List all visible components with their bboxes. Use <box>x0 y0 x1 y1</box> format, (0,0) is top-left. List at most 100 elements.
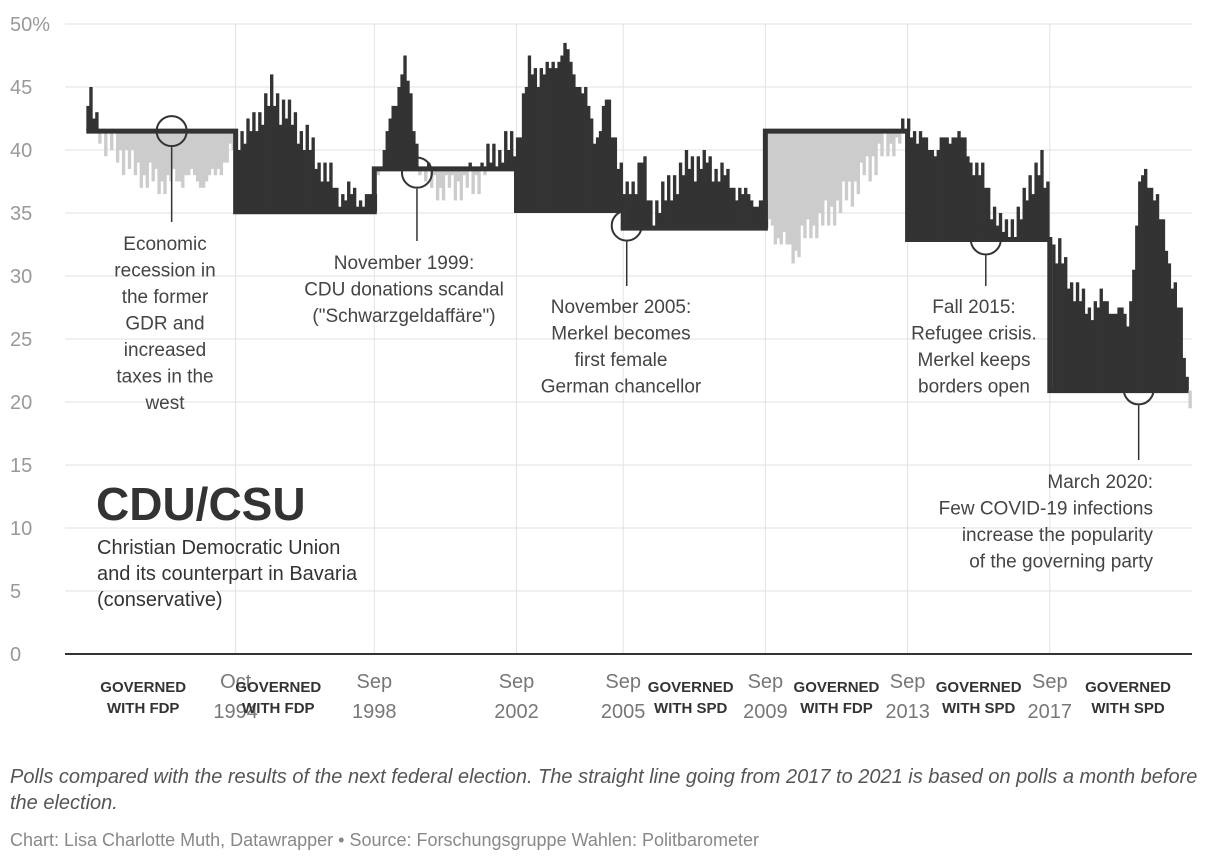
poll-bar <box>992 206 997 240</box>
poll-bar <box>347 181 351 212</box>
poll-bar <box>551 61 555 211</box>
poll-bar <box>175 131 179 182</box>
poll-bar <box>438 168 443 188</box>
poll-bar <box>702 150 706 229</box>
x-tick-label: Sep <box>1032 671 1068 693</box>
y-tick-label: 10 <box>10 518 32 540</box>
poll-bar <box>880 131 884 157</box>
poll-bar <box>533 68 538 211</box>
poll-bar <box>575 87 579 211</box>
poll-bar <box>744 187 748 229</box>
poll-bar <box>921 137 926 240</box>
poll-bar <box>400 74 404 169</box>
annotation-text: Economic <box>123 234 206 255</box>
poll-bar <box>735 200 739 229</box>
poll-bar <box>607 99 612 211</box>
poll-bar <box>222 131 226 163</box>
poll-bar <box>853 131 858 182</box>
y-tick-label: 20 <box>10 392 32 414</box>
poll-bar <box>145 131 149 188</box>
poll-bar <box>501 162 505 169</box>
poll-bar <box>308 150 312 212</box>
poll-bar <box>1052 244 1056 391</box>
government-label: WITH SPD <box>1091 700 1164 717</box>
annotation-text: borders open <box>918 377 1030 398</box>
poll-bar <box>877 131 881 144</box>
poll-bar <box>296 143 301 212</box>
poll-bar <box>127 131 132 169</box>
poll-bar <box>237 150 241 212</box>
poll-bar <box>625 181 629 229</box>
poll-bar <box>912 131 917 240</box>
poll-bar <box>284 118 289 212</box>
poll-bar <box>376 168 381 176</box>
poll-bar <box>219 131 224 176</box>
chart-footnote: Polls compared with the results of the n… <box>10 766 1198 814</box>
poll-bar <box>204 131 209 182</box>
annotation-text: taxes in the <box>116 367 213 388</box>
poll-bar <box>966 156 970 240</box>
poll-bar <box>1084 313 1089 391</box>
x-tick-label: 2002 <box>494 701 539 723</box>
poll-bar <box>518 137 523 211</box>
poll-bar <box>984 187 988 240</box>
poll-bar <box>616 168 621 211</box>
poll-bar <box>435 168 440 201</box>
poll-bar <box>447 168 452 188</box>
poll-bar <box>598 131 603 211</box>
poll-bar <box>972 175 976 240</box>
poll-bar <box>1120 307 1124 391</box>
poll-bar <box>690 156 695 229</box>
poll-bar <box>118 131 123 150</box>
poll-bar <box>424 168 428 182</box>
poll-bar <box>664 200 668 229</box>
poll-bar <box>130 131 135 150</box>
poll-bar <box>465 168 469 188</box>
poll-bar <box>832 131 837 226</box>
poll-bar <box>344 200 348 212</box>
poll-bar <box>418 168 422 176</box>
poll-bar <box>800 131 804 226</box>
poll-bar <box>619 162 623 211</box>
government-label: GOVERNED <box>648 679 734 696</box>
poll-bar <box>142 131 146 176</box>
poll-bar <box>669 200 674 229</box>
poll-bar <box>1102 301 1106 391</box>
poll-bar <box>341 194 345 212</box>
poll-bar <box>483 168 487 176</box>
poll-bar <box>631 181 635 229</box>
poll-bar <box>939 137 943 240</box>
poll-bar <box>1132 269 1136 391</box>
poll-bar <box>729 187 733 229</box>
poll-bar <box>889 131 893 144</box>
poll-bar <box>714 168 718 229</box>
poll-bar <box>1146 187 1151 391</box>
poll-bar <box>1040 150 1044 240</box>
x-tick-label: 2017 <box>1028 701 1073 723</box>
poll-bar <box>136 131 141 163</box>
y-tick-label: 35 <box>10 203 32 225</box>
poll-bar <box>492 143 496 169</box>
poll-bar <box>732 187 736 229</box>
government-label: GOVERNED <box>235 679 321 696</box>
poll-bar <box>847 131 852 182</box>
government-label: GOVERNED <box>100 679 186 696</box>
poll-bar <box>969 162 973 240</box>
poll-bar <box>587 105 591 211</box>
annotation-text: GDR and <box>125 314 204 335</box>
poll-bar <box>166 131 170 176</box>
poll-bar <box>898 131 902 144</box>
x-tick-label: Sep <box>605 671 641 693</box>
poll-bar <box>640 162 644 229</box>
cdu-csu-poll-chart: 0 5 10 15 20 25 30 35 40 45 50% Oct 1994 Sep 1998 Sep 20… <box>10 14 1192 723</box>
annotation-text: Fall 2015: <box>932 297 1015 318</box>
poll-bar <box>358 200 363 212</box>
poll-bar <box>246 118 250 212</box>
poll-bar <box>542 74 546 211</box>
poll-bar <box>948 143 952 240</box>
poll-bar <box>1034 162 1038 240</box>
poll-bar <box>696 156 701 229</box>
poll-bar <box>299 131 304 212</box>
poll-bar <box>302 150 306 212</box>
poll-bar <box>862 131 866 176</box>
